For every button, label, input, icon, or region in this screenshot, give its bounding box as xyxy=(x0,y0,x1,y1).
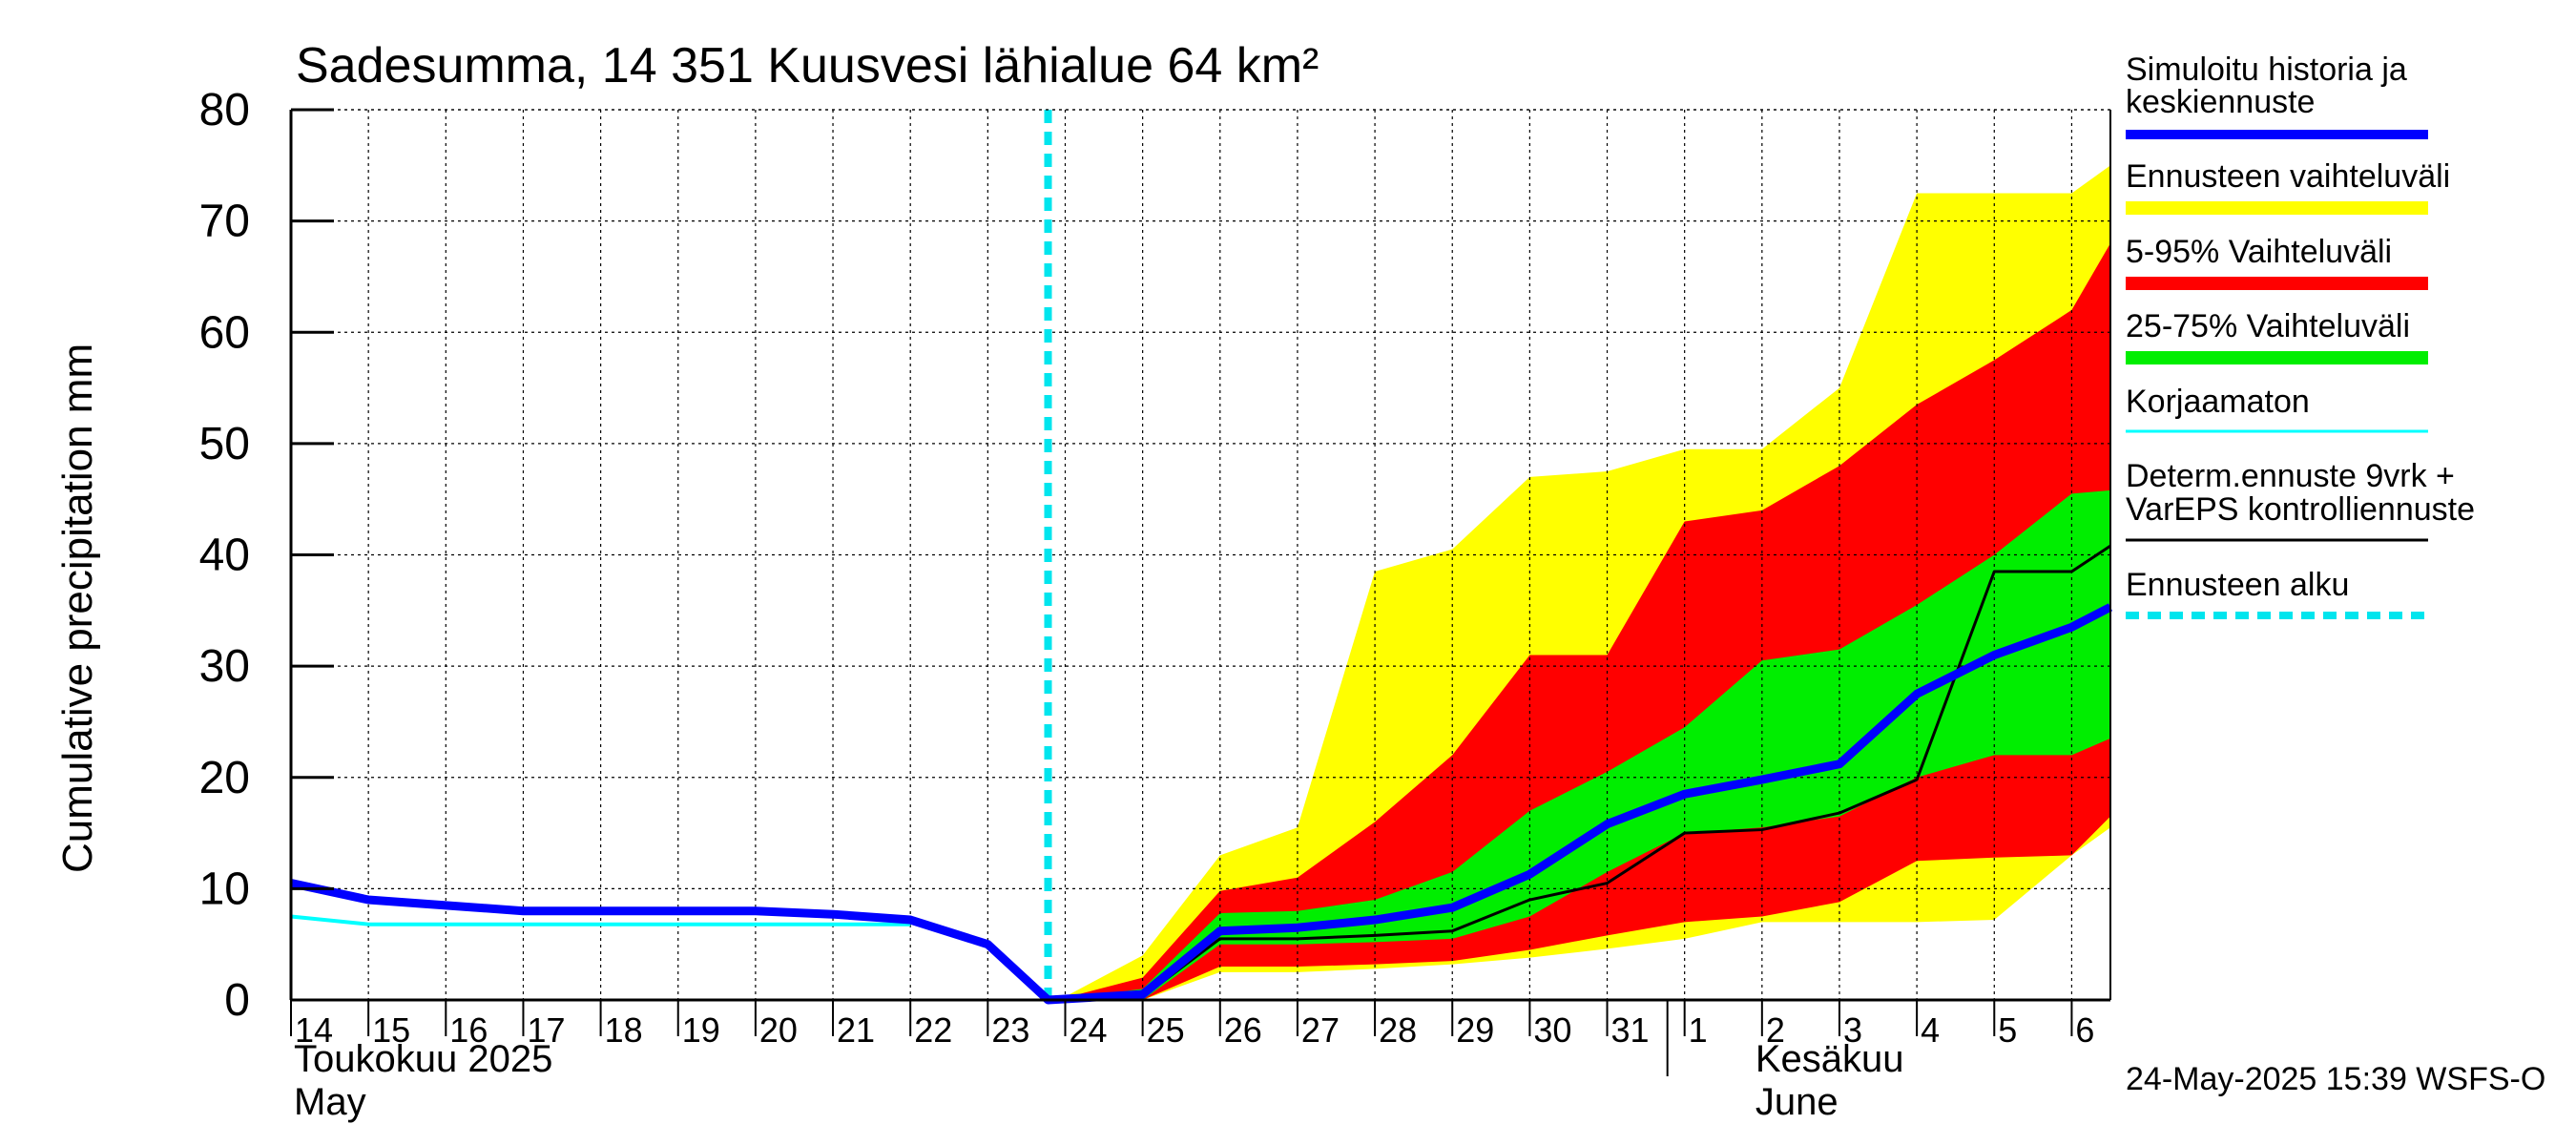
series-korjaamaton xyxy=(290,914,911,926)
x-tick-label: 22 xyxy=(914,1010,952,1050)
legend-label: Ennusteen vaihteluväli xyxy=(2126,158,2450,195)
month-label-june-en: June xyxy=(1755,1081,1839,1123)
x-tick-label: 31 xyxy=(1611,1010,1650,1050)
y-tick-label: 70 xyxy=(199,197,250,247)
y-tick-label: 60 xyxy=(199,307,250,358)
x-tick-label: 30 xyxy=(1533,1010,1571,1050)
x-tick-label: 2 xyxy=(1766,1010,1785,1050)
x-tick-label: 16 xyxy=(449,1010,488,1050)
band-25-75-vaihteluv-li xyxy=(1065,489,2110,1000)
x-tick-label: 19 xyxy=(682,1010,720,1050)
month-label-may-en: May xyxy=(294,1081,366,1123)
chart-grid xyxy=(291,109,2110,1000)
x-tick-label: 21 xyxy=(837,1010,875,1050)
legend-label: Determ.ennuste 9vrk + xyxy=(2126,458,2455,494)
y-tick-label: 40 xyxy=(199,531,250,581)
legend-label: Korjaamaton xyxy=(2126,384,2310,420)
y-tick-label: 20 xyxy=(199,753,250,803)
x-tick-label: 4 xyxy=(1921,1010,1940,1050)
x-tick-label: 27 xyxy=(1301,1010,1340,1050)
legend-label: VarEPS kontrolliennuste xyxy=(2126,491,2475,528)
x-tick-label: 1 xyxy=(1689,1010,1708,1050)
x-tick-label: 6 xyxy=(2075,1010,2094,1050)
footer-timestamp: 24-May-2025 15:39 WSFS-O xyxy=(2126,1061,2545,1097)
x-ticks: 14 15 16 17 18 19 20 21 22 23 24 25 26 27 28 29 30 31 1 2 3 4… xyxy=(290,1000,2094,1050)
y-ticks: 0 10 20 30 40 50 60 70 80 xyxy=(199,85,334,1026)
x-tick-label: 17 xyxy=(527,1010,565,1050)
series-simuloitu-historia-ja-keskiennuste xyxy=(290,603,2113,1005)
legend-label: keskiennuste xyxy=(2126,84,2315,120)
x-tick-label: 5 xyxy=(1998,1010,2017,1050)
x-tick-label: 15 xyxy=(372,1010,410,1050)
x-tick-label: 29 xyxy=(1456,1010,1494,1050)
y-tick-label: 80 xyxy=(199,85,250,135)
series-determ-ennuste-9vrk-vareps-kontrolliennuste xyxy=(1065,544,2111,1002)
x-tick-label: 20 xyxy=(759,1010,798,1050)
x-tick-label: 24 xyxy=(1069,1010,1107,1050)
x-tick-label: 28 xyxy=(1379,1010,1417,1050)
x-tick-label: 23 xyxy=(991,1010,1029,1050)
x-tick-label: 25 xyxy=(1147,1010,1185,1050)
y-axis-label: Cumulative precipitation mm xyxy=(54,344,101,873)
x-tick-label: 3 xyxy=(1843,1010,1862,1050)
legend-label: Ennusteen alku xyxy=(2126,567,2349,603)
month-label-may-fi: Toukokuu 2025 xyxy=(294,1038,552,1080)
series-lines xyxy=(290,110,2113,1005)
legend-label: 5-95% Vaihteluväli xyxy=(2126,234,2392,270)
legend-label: Simuloitu historia ja xyxy=(2126,52,2407,88)
y-tick-label: 0 xyxy=(224,975,250,1026)
y-tick-label: 50 xyxy=(199,419,250,469)
x-tick-label: 14 xyxy=(295,1010,333,1050)
month-label-june-fi: Kesäkuu xyxy=(1755,1038,1904,1080)
legend-label: 25-75% Vaihteluväli xyxy=(2126,308,2410,344)
x-tick-label: 26 xyxy=(1224,1010,1262,1050)
x-tick-label: 18 xyxy=(605,1010,643,1050)
chart-title: Sadesumma, 14 351 Kuusvesi lähialue 64 k… xyxy=(296,38,1319,94)
forecast-bands xyxy=(1065,165,2110,1000)
y-tick-label: 30 xyxy=(199,641,250,692)
y-tick-label: 10 xyxy=(199,864,250,914)
